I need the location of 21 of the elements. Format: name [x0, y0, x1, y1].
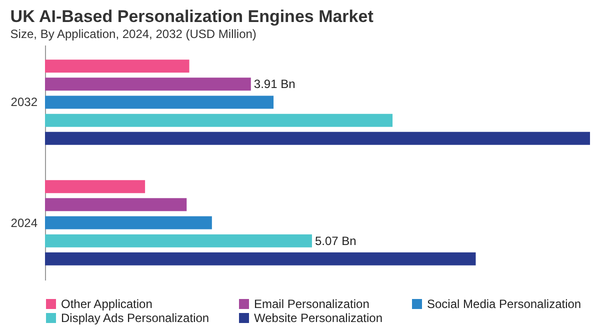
y-tick-label: 2032	[10, 95, 38, 110]
legend-label: Display Ads Personalization	[61, 311, 210, 325]
bar	[45, 252, 476, 266]
bar	[45, 198, 187, 212]
legend-label: Email Personalization	[254, 297, 370, 311]
chart-title: UK AI-Based Personalization Engines Market	[10, 7, 374, 26]
bar	[45, 132, 590, 145]
bar	[45, 180, 146, 194]
bar	[45, 96, 274, 109]
bar	[45, 216, 212, 230]
bar	[45, 78, 251, 91]
legend-label: Social Media Personalization	[427, 297, 582, 311]
y-tick-label: 2024	[10, 216, 38, 230]
data-label: 3.91 Bn	[254, 77, 296, 92]
bar	[45, 234, 312, 248]
legend-label: Other Application	[61, 297, 152, 311]
chart-subtitle: Size, By Application, 2024, 2032 (USD Million)	[10, 27, 256, 41]
legend-label: Website Personalization	[254, 311, 383, 325]
bar	[45, 60, 190, 73]
bar	[45, 114, 393, 127]
data-label: 5.07 Bn	[314, 234, 356, 248]
